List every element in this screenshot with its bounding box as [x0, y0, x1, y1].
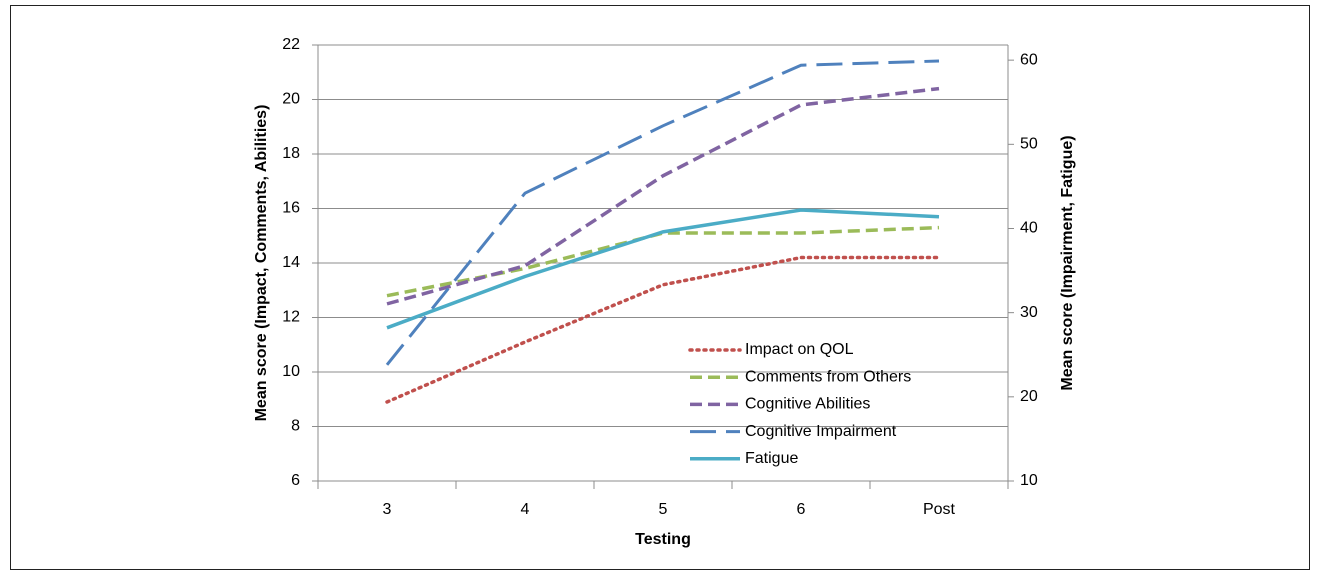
y2-tick-label: 50 [1020, 136, 1038, 153]
y-tick-label: 14 [282, 254, 300, 271]
y2-tick-label: 10 [1020, 472, 1038, 489]
series-line [386, 208, 940, 330]
y-tick-label: 16 [282, 200, 300, 217]
y-tick-label: 8 [291, 418, 300, 435]
x-tick-label: 5 [659, 501, 668, 518]
y2-tick-label: 60 [1020, 51, 1038, 68]
legend-label: Cognitive Impairment [745, 423, 897, 440]
series-line [386, 86, 940, 306]
legend-label: Impact on QOL [745, 341, 854, 358]
y-tick-label: 12 [282, 309, 300, 326]
chart-border [10, 5, 1310, 570]
legend-label: Cognitive Abilities [745, 396, 870, 413]
y-tick-label: 20 [282, 91, 300, 108]
legend-label: Comments from Others [745, 368, 911, 385]
series-line [385, 59, 940, 366]
y-axis-title: Mean score (Impact, Comments, Abilities) [253, 105, 270, 422]
legend-label: Fatigue [745, 450, 798, 467]
x-axis-title: Testing [635, 531, 691, 548]
y2-axis-title: Mean score (Impairment, Fatigue) [1059, 135, 1076, 390]
y-tick-label: 6 [291, 472, 300, 489]
y2-tick-label: 30 [1020, 304, 1038, 321]
x-tick-label: 6 [797, 501, 806, 518]
x-tick-label: 4 [521, 501, 530, 518]
y-tick-label: 18 [282, 145, 300, 162]
y-tick-label: 10 [282, 363, 300, 380]
y2-tick-label: 20 [1020, 388, 1038, 405]
series-line [385, 255, 941, 404]
x-tick-label: 3 [383, 501, 392, 518]
y2-tick-label: 40 [1020, 220, 1038, 237]
x-tick-label: Post [923, 501, 956, 518]
y-tick-label: 22 [282, 36, 300, 53]
